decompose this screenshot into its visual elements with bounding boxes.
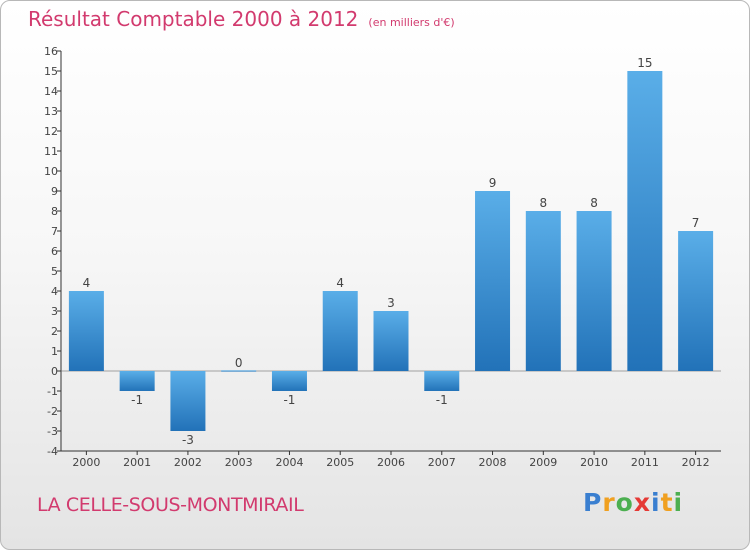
y-tick-label: 2 [51, 325, 58, 338]
x-tick-label: 2007 [428, 456, 456, 469]
chart-subtitle: (en milliers d'€) [368, 16, 455, 29]
data-label-2006: 3 [387, 296, 395, 310]
labels-group: 4 -1 -3 0 -1 4 3 -1 9 8 8 15 7 [83, 56, 700, 447]
bar-2004 [271, 371, 307, 391]
logo-letter: r [602, 488, 616, 517]
x-tick-label: 2004 [275, 456, 303, 469]
logo-letter: o [615, 488, 634, 517]
y-tick-label: 11 [44, 145, 58, 158]
proxiti-logo: Proxiti [583, 488, 683, 517]
x-tick-label: 2006 [377, 456, 405, 469]
y-tick-label: 8 [51, 205, 58, 218]
y-tick-label: 14 [44, 85, 58, 98]
logo-letter: t [660, 488, 674, 517]
data-label-2007: -1 [436, 393, 448, 407]
x-tick-label: 2005 [326, 456, 354, 469]
y-tick-label: 13 [44, 105, 58, 118]
y-tick-label: 1 [51, 345, 58, 358]
y-tick-label: -4 [47, 445, 58, 458]
data-label-2011: 15 [637, 56, 652, 70]
x-tick-label: 2009 [529, 456, 557, 469]
logo-letter: i [673, 488, 684, 517]
bar-2005 [322, 291, 358, 371]
y-tick-label: 5 [51, 265, 58, 278]
y-tick-label: 9 [51, 185, 58, 198]
bar-2007 [424, 371, 460, 391]
bar-2002 [170, 371, 206, 431]
y-tick-label: -3 [47, 425, 58, 438]
bar-2001 [119, 371, 155, 391]
data-label-2002: -3 [182, 433, 194, 447]
title-text: Résultat Comptable 2000 à 2012 [28, 7, 359, 31]
bar-2006 [373, 311, 409, 371]
y-tick-label: 16 [44, 45, 58, 58]
logo-letter: P [583, 488, 603, 517]
bar-2009 [525, 211, 561, 371]
logo-letter: i [651, 488, 661, 517]
data-label-2001: -1 [131, 393, 143, 407]
data-label-2010: 8 [590, 196, 598, 210]
bar-2012 [678, 231, 714, 371]
bar-2011 [627, 71, 663, 371]
data-label-2003: 0 [235, 356, 243, 370]
y-tick-label: 10 [44, 165, 58, 178]
x-tick-label: 2011 [631, 456, 659, 469]
y-tick-label: 4 [51, 285, 58, 298]
y-tick-label: 12 [44, 125, 58, 138]
data-label-2000: 4 [83, 276, 91, 290]
bar-2008 [475, 191, 511, 371]
y-tick-label: 0 [51, 365, 58, 378]
bars-group [68, 71, 714, 431]
x-tick-label: 2003 [225, 456, 253, 469]
logo-letter: x [633, 488, 651, 517]
x-tick-label: 2010 [580, 456, 608, 469]
x-tick-label: 2002 [174, 456, 202, 469]
data-label-2005: 4 [336, 276, 344, 290]
place-name: LA CELLE-SOUS-MONTMIRAIL [37, 494, 304, 516]
y-tick-label: 3 [51, 305, 58, 318]
bar-2010 [576, 211, 612, 371]
data-label-2004: -1 [283, 393, 295, 407]
y-tick-label: 6 [51, 245, 58, 258]
x-tick-label: 2000 [72, 456, 100, 469]
bar-2000 [68, 291, 104, 371]
x-tick-label: 2001 [123, 456, 151, 469]
x-tick-label: 2012 [682, 456, 710, 469]
data-label-2009: 8 [539, 196, 547, 210]
x-tick-label: 2008 [479, 456, 507, 469]
y-tick-label: 7 [51, 225, 58, 238]
bar-2003 [221, 370, 257, 372]
data-label-2012: 7 [692, 216, 700, 230]
y-tick-label: 15 [44, 65, 58, 78]
y-tick-label: -2 [47, 405, 58, 418]
chart-title: Résultat Comptable 2000 à 2012 (en millie… [28, 7, 455, 31]
data-label-2008: 9 [489, 176, 497, 190]
y-tick-label: -1 [47, 385, 58, 398]
